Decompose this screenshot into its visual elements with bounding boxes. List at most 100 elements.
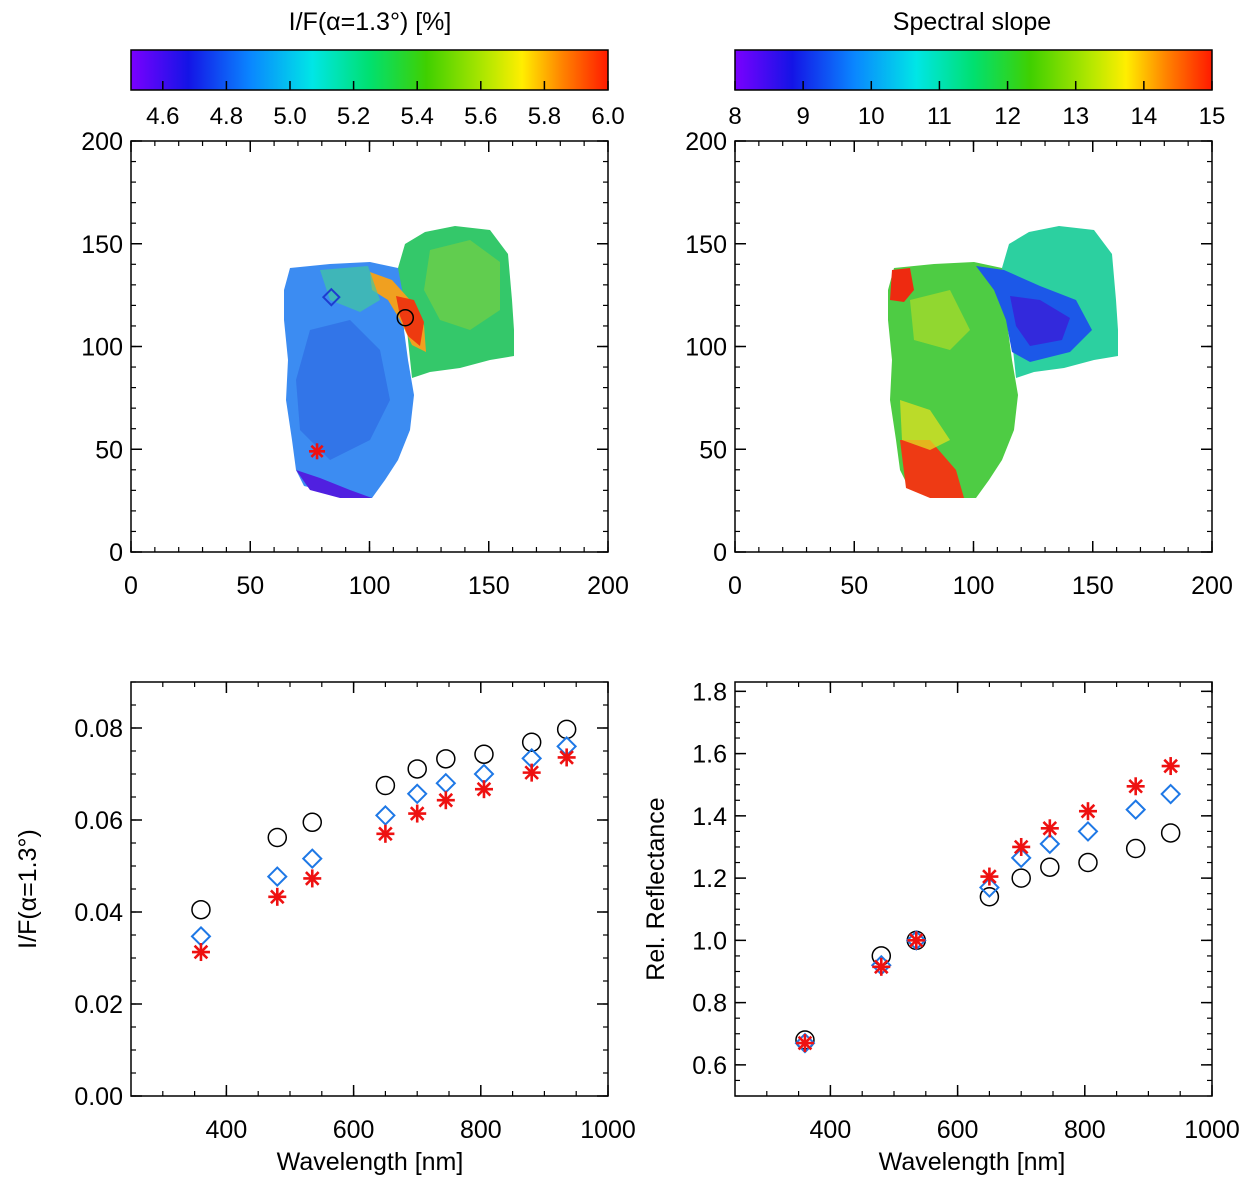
y-tick-label: 1.8 xyxy=(692,678,727,706)
diamond-marker xyxy=(321,287,341,307)
y-tick-label: 1.4 xyxy=(692,803,727,831)
circle-marker xyxy=(1040,857,1060,877)
asterisk-marker xyxy=(795,1034,814,1053)
y-tick-label: 0.6 xyxy=(692,1052,727,1080)
diamond-marker xyxy=(406,783,428,805)
x-tick-label: 800 xyxy=(1064,1116,1106,1144)
asterisk-stroke xyxy=(269,889,285,905)
x-tick-label: 600 xyxy=(937,1116,979,1144)
circle-marker xyxy=(407,759,427,779)
asterisk-stroke xyxy=(1080,803,1096,819)
y-tick-label: 0.8 xyxy=(692,990,727,1018)
asterisk-stroke xyxy=(304,871,320,886)
asterisk-marker xyxy=(557,748,576,767)
asterisk-marker xyxy=(1126,777,1145,796)
x-tick-label: 100 xyxy=(349,572,391,600)
colorbar-title: I/F(α=1.3°) [%] xyxy=(289,8,452,36)
y-tick-label: 200 xyxy=(685,128,727,156)
colorbar-tick-label: 8 xyxy=(728,103,741,130)
y-tick-label: 1.6 xyxy=(692,741,727,769)
diamond-marker xyxy=(1077,820,1099,842)
asterisk-marker xyxy=(980,867,999,886)
nucleus-if-map xyxy=(284,226,514,498)
asterisk-marker xyxy=(474,780,493,799)
x-tick-label: 600 xyxy=(333,1116,375,1144)
x-tick-label: 0 xyxy=(728,572,742,600)
y-tick-label: 0.06 xyxy=(74,807,123,835)
asterisk-stroke xyxy=(310,444,324,458)
colorbar-tick-label: 5.2 xyxy=(337,103,370,130)
panel-slope-map: Spectral slope 8 9 10 11 12 13 14 15 0 50 100 150 2… xyxy=(685,8,1233,600)
x-tick-label: 1000 xyxy=(1184,1116,1240,1144)
colorbar-tick-label: 4.8 xyxy=(210,103,243,130)
y-tick-label: 100 xyxy=(685,334,727,362)
y-tick-label: 1.2 xyxy=(692,865,727,893)
circle-marker xyxy=(979,887,1000,907)
asterisk-marker xyxy=(436,791,455,810)
x-tick-label: 150 xyxy=(468,572,510,600)
diamond-marker xyxy=(190,925,212,947)
x-tick-label: 50 xyxy=(236,572,264,600)
circle-marker xyxy=(396,308,415,327)
body-edge xyxy=(296,470,372,498)
colorbar-tick-label: 13 xyxy=(1062,103,1089,130)
asterisk-stroke xyxy=(409,806,425,821)
asterisk-stroke xyxy=(873,959,889,975)
circle-marker xyxy=(1125,838,1146,859)
colorbar-tick-label: 14 xyxy=(1131,103,1158,130)
diamond-marker xyxy=(301,848,323,870)
plot-frame xyxy=(734,681,1213,1097)
region-markers xyxy=(309,287,415,460)
y-tick-label: 0.02 xyxy=(74,991,123,1019)
asterisk-stroke xyxy=(908,933,924,948)
x-tick-label: 400 xyxy=(810,1116,852,1144)
head-blue-core xyxy=(1010,296,1070,346)
body-red-top xyxy=(890,268,914,302)
asterisk-stroke xyxy=(524,765,539,780)
colorbar-title: Spectral slope xyxy=(893,8,1051,36)
asterisk-marker xyxy=(1040,819,1059,838)
y-tick-label: 150 xyxy=(685,231,727,259)
y-tick-label: 100 xyxy=(81,334,123,362)
colorbar-tick-label: 12 xyxy=(994,103,1021,130)
asterisk-marker xyxy=(1012,837,1031,856)
diamond-marker xyxy=(374,804,396,826)
colorbar-tick-label: 10 xyxy=(858,103,885,130)
x-axis-label: Wavelength [nm] xyxy=(277,1148,464,1176)
y-tick-label: 200 xyxy=(81,128,123,156)
circle-marker xyxy=(1160,823,1181,843)
asterisk-stroke xyxy=(438,792,454,808)
axis-ticks: 400 600 800 1000 0.00 0.02 0.04 0.06 0.08 xyxy=(74,681,636,1144)
body-yellow-2 xyxy=(910,290,970,350)
plot-frame xyxy=(130,681,609,1097)
colorbar xyxy=(734,49,1213,91)
y-axis-label: Rel. Reflectance xyxy=(642,797,670,980)
circle-marker xyxy=(556,719,577,740)
y-tick-label: 0.04 xyxy=(74,899,123,927)
x-tick-label: 1000 xyxy=(580,1116,636,1144)
asterisk-marker xyxy=(1078,802,1097,821)
circle-marker xyxy=(267,827,288,848)
x-tick-label: 400 xyxy=(206,1116,248,1144)
y-tick-label: 1.0 xyxy=(692,927,727,955)
asterisk-marker xyxy=(872,957,891,976)
colorbar-tick-label: 5.0 xyxy=(273,103,306,130)
colorbar xyxy=(130,49,609,91)
y-tick-label: 50 xyxy=(95,436,123,464)
diamond-marker xyxy=(1010,847,1032,869)
axis-ticks: 0 50 100 150 200 0 50 100 150 200 xyxy=(81,128,629,600)
colorbar-ticks: 8 9 10 11 12 13 14 15 xyxy=(728,81,1225,130)
diamond-marker xyxy=(905,929,927,951)
colorbar-tick-label: 11 xyxy=(927,103,952,130)
head-patch xyxy=(424,240,500,330)
y-tick-label: 0.00 xyxy=(74,1083,123,1111)
circle-marker xyxy=(1011,868,1031,888)
colorbar-tick-label: 15 xyxy=(1199,103,1226,130)
asterisk-stroke xyxy=(1042,821,1058,836)
asterisk-marker xyxy=(376,824,395,843)
asterisk-stroke xyxy=(982,869,997,884)
asterisk-marker xyxy=(522,763,541,782)
x-tick-label: 150 xyxy=(1072,572,1114,600)
y-tick-label: 0 xyxy=(109,539,123,567)
